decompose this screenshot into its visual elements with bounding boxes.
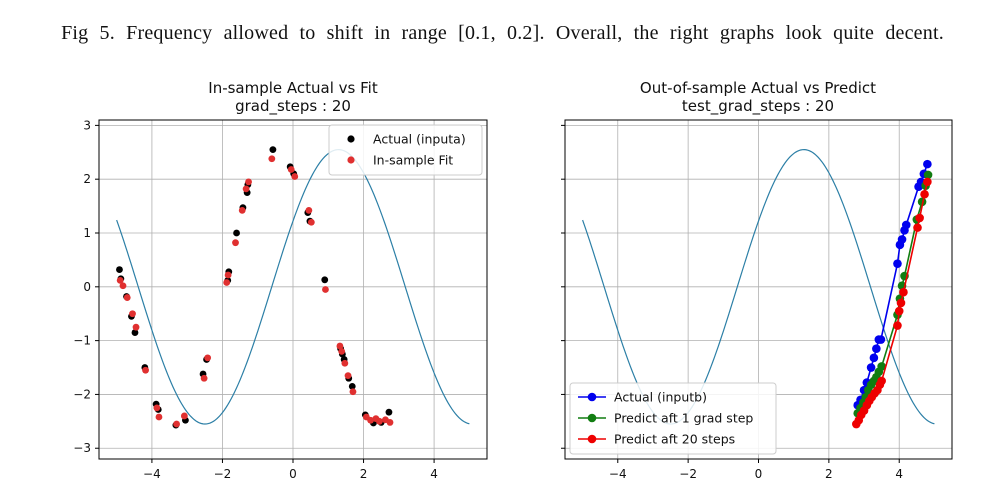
left-point-in-sample-fit — [291, 173, 299, 180]
left-point-in-sample-fit — [307, 218, 315, 226]
right-point-actual-inputb — [869, 353, 879, 363]
right-point-predict-aft-20-steps — [923, 177, 932, 187]
right-point-predict-aft-20-steps — [920, 189, 929, 199]
left-ytick-label: 3 — [83, 118, 91, 132]
left-point-in-sample-fit — [129, 310, 136, 318]
right-point-predict-aft-20-steps — [896, 298, 906, 308]
right-point-predict-aft-1-grad-step — [923, 170, 933, 180]
right-point-predict-aft-20-steps — [913, 223, 922, 232]
right-point-predict-aft-1-grad-step — [877, 362, 886, 371]
right-point-predict-aft-20-steps — [915, 213, 924, 223]
left-point-in-sample-fit — [336, 342, 344, 350]
left-point-in-sample-fit — [338, 347, 346, 355]
right-legend-label: Actual (inputb) — [614, 390, 707, 405]
out-of-sample-chart: Out-of-sample Actual vs Predict test_gra… — [561, 79, 953, 481]
left-ytick-label: −1 — [73, 334, 91, 348]
right-legend-box — [569, 382, 777, 455]
left-ytick-label: −2 — [73, 387, 91, 401]
left-point-in-sample-fit — [367, 416, 374, 424]
right-point-predict-aft-20-steps — [877, 376, 886, 386]
right-point-actual-inputb — [901, 220, 911, 230]
right-point-actual-inputb — [893, 259, 902, 268]
left-legend-marker — [347, 156, 355, 164]
left-ytick-label: 1 — [83, 226, 91, 240]
left-legend-box — [328, 124, 483, 176]
left-point-actual-inputa — [116, 266, 123, 273]
right-point-predict-aft-20-steps — [893, 321, 902, 330]
figure-caption: Fig 5. Frequency allowed to shift in ran… — [61, 22, 944, 44]
left-point-in-sample-fit — [287, 166, 295, 173]
right-chart-title-line1: Out-of-sample Actual vs Predict — [640, 79, 876, 97]
left-legend-label: Actual (inputa) — [373, 132, 466, 147]
left-xtick-label: −2 — [214, 467, 232, 481]
left-point-actual-inputa — [233, 229, 240, 237]
left-point-in-sample-fit — [223, 279, 231, 286]
left-xtick-label: 0 — [289, 467, 297, 481]
right-xtick-label: −2 — [679, 467, 697, 481]
left-point-in-sample-fit — [173, 420, 181, 428]
left-point-in-sample-fit — [305, 207, 313, 214]
right-xtick-label: −4 — [609, 467, 627, 481]
right-xtick-label: 0 — [755, 467, 763, 481]
left-point-actual-inputa — [348, 382, 356, 390]
left-xtick-label: −4 — [143, 467, 161, 481]
left-point-in-sample-fit — [142, 366, 149, 374]
right-point-actual-inputb — [866, 363, 876, 372]
right-xtick-label: 2 — [825, 467, 833, 481]
left-point-in-sample-fit — [268, 155, 276, 163]
left-point-in-sample-fit — [119, 282, 127, 290]
right-point-actual-inputb — [872, 344, 881, 353]
right-legend-label: Predict aft 20 steps — [614, 432, 735, 447]
left-point-in-sample-fit — [153, 404, 161, 412]
right-chart-title-line2: test_grad_steps : 20 — [682, 97, 834, 116]
left-point-in-sample-fit — [123, 294, 131, 301]
left-point-in-sample-fit — [200, 374, 208, 382]
left-ytick-label: 2 — [83, 172, 91, 186]
right-legend-marker — [587, 392, 597, 402]
left-point-in-sample-fit — [344, 372, 352, 379]
right-legend-marker — [587, 413, 597, 423]
left-point-in-sample-fit — [132, 323, 140, 331]
left-point-in-sample-fit — [232, 239, 239, 247]
left-point-in-sample-fit — [204, 354, 212, 362]
left-legend-marker — [347, 135, 355, 143]
in-sample-chart: In-sample Actual vs Fit grad_steps : 20 … — [73, 79, 488, 481]
left-sine-curve — [116, 148, 470, 425]
left-point-in-sample-fit — [349, 388, 357, 396]
right-point-actual-inputb — [923, 159, 932, 169]
left-point-in-sample-fit — [224, 271, 232, 279]
left-legend-label: In-sample Fit — [373, 153, 453, 168]
right-point-actual-inputb — [897, 235, 907, 244]
left-point-in-sample-fit — [376, 417, 383, 425]
left-point-in-sample-fit — [245, 178, 252, 186]
right-legend-marker — [587, 434, 597, 444]
left-point-actual-inputa — [131, 329, 139, 336]
left-point-actual-inputa — [321, 276, 329, 284]
left-point-in-sample-fit — [238, 207, 246, 214]
right-point-actual-inputb — [876, 335, 886, 344]
left-ytick-label: 0 — [83, 280, 91, 294]
right-point-predict-aft-20-steps — [899, 287, 908, 297]
left-point-in-sample-fit — [341, 359, 349, 367]
left-point-in-sample-fit — [242, 185, 250, 193]
left-xtick-label: 4 — [430, 467, 438, 481]
right-legend-label: Predict aft 1 grad step — [614, 411, 753, 426]
left-point-actual-inputa — [269, 146, 277, 153]
left-point-in-sample-fit — [322, 286, 329, 293]
right-xtick-label: 4 — [895, 467, 903, 481]
left-xtick-label: 2 — [360, 467, 368, 481]
right-point-predict-aft-20-steps — [894, 306, 904, 316]
left-point-in-sample-fit — [386, 419, 394, 426]
left-point-in-sample-fit — [155, 413, 163, 421]
left-chart-title-line1: In-sample Actual vs Fit — [208, 79, 378, 97]
left-point-in-sample-fit — [180, 412, 188, 420]
left-point-actual-inputa — [385, 408, 393, 416]
left-ytick-label: −3 — [73, 441, 91, 455]
left-point-in-sample-fit — [116, 276, 124, 284]
left-chart-title-line2: grad_steps : 20 — [235, 97, 351, 116]
